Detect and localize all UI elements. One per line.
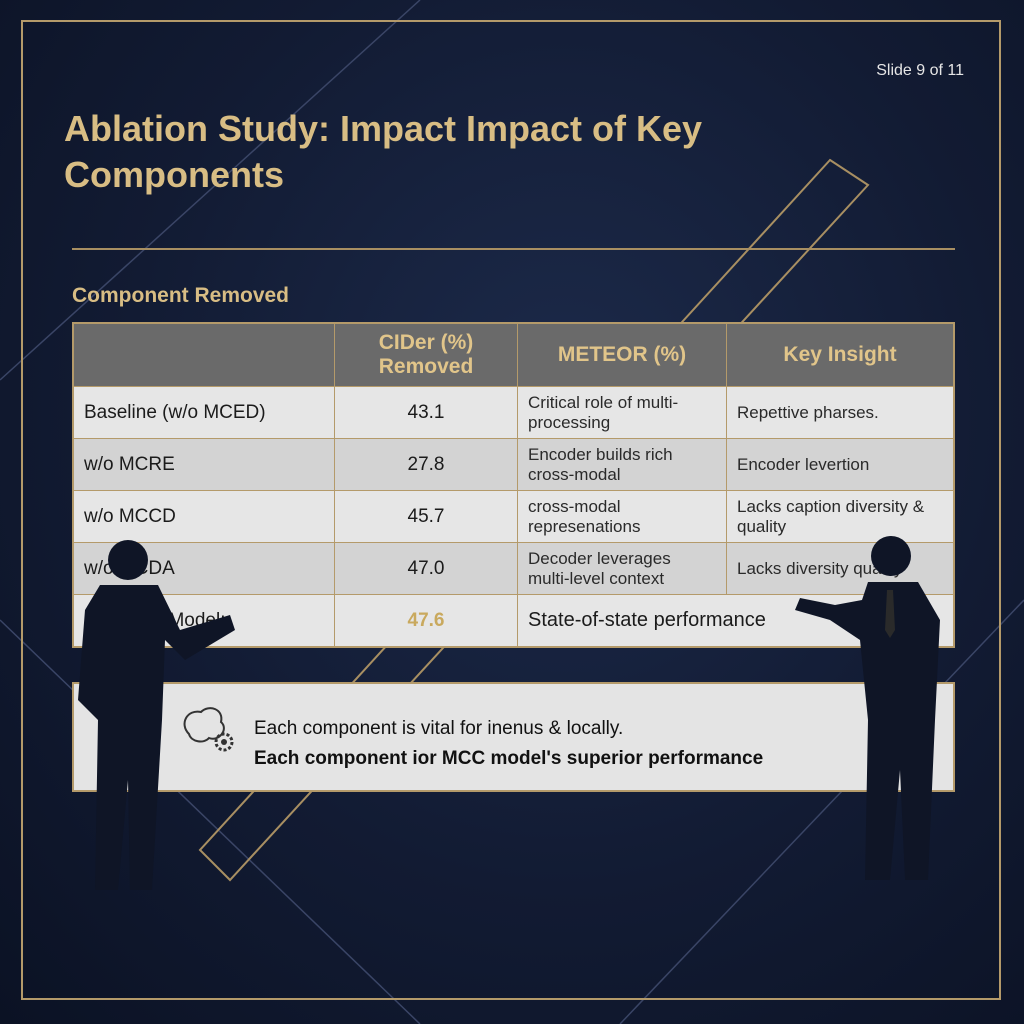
slide-counter: Slide 9 of 11 [876,62,964,79]
section-label: Component Removed [72,284,290,307]
divider [72,248,955,250]
table-cell: 47.6 [334,594,518,648]
callout: Each component is vital for inenus & loc… [72,682,955,792]
table-cell: w/o MCRE [72,438,335,491]
table-cell: 43.1 [334,386,518,439]
table-row: w/o MCDA 47.0 Decoder leverages multi-leve… [72,542,955,595]
table-cell: Repettive pharses. [726,386,955,439]
header-cell: METEOR (%) [517,322,727,387]
table-cell: Encoder levertion [726,438,955,491]
header-cell: Key Insight [726,322,955,387]
callout-line: Each component ior MCC model's superior … [254,748,764,769]
slide-title: Ablation Study: Impact Impact of Key Com… [64,108,703,195]
table-cell: w/o MCDA [72,542,335,595]
table-cell: cross-modal represenations [517,490,727,543]
table-row: w/o MCCD 45.7 cross-modal represenations La… [72,490,955,543]
header-row: CIDer (%) Removed METEOR (%) Key Insight [72,322,955,387]
frame [21,20,1001,1000]
table-cell: 47.0 [334,542,518,595]
header-cell [72,322,335,387]
table-cell: Decoder leverages multi-level context [517,542,727,595]
brain-gear-icon [183,707,234,752]
header-cell: CIDer (%) Removed [334,322,518,387]
table-cell: Lacks caption diversity & quality [726,490,955,543]
table-cell: Encoder builds rich cross-modal [517,438,727,491]
table-row: w/o MCRE 27.8 Encoder builds rich cross-mo… [72,438,955,491]
table-cell: Lacks diversity quality [726,542,955,595]
callout-line: Each component is vital for inenus & loc… [254,718,624,739]
table-cell: Baseline (w/o MCED) [72,386,335,439]
results-table: CIDer (%) Removed METEOR (%) Key Insight Ba… [72,322,955,648]
table-cell: Critical role of multi-processing [517,386,727,439]
table-cell: 45.7 [334,490,518,543]
table-row: Baseline (w/o MCED) 43.1 Critical role of … [72,386,955,439]
table-cell: 27.8 [334,438,518,491]
